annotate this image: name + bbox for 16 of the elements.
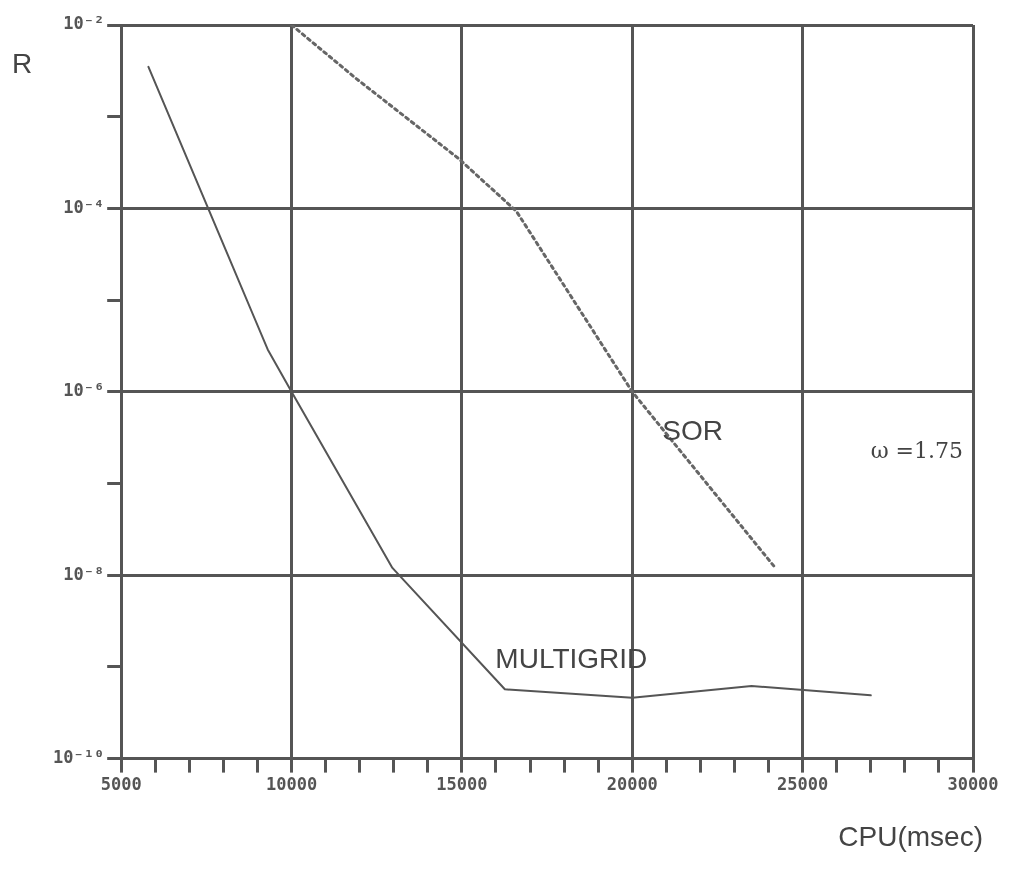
x-tick-label: 20000: [606, 774, 658, 795]
y-tick-label: 10⁻⁶: [63, 380, 105, 401]
annotation: ω =1.75: [870, 437, 963, 463]
series-label: SOR: [662, 414, 723, 446]
x-axis-title: CPU(msec): [838, 821, 983, 853]
x-tick-label: 5000: [100, 774, 142, 795]
y-tick-label: 10⁻⁸: [63, 563, 105, 584]
y-tick-label: 10⁻²: [63, 13, 105, 34]
x-tick-label: 25000: [777, 774, 829, 795]
y-tick-label: 10⁻¹⁰: [52, 747, 105, 768]
line-series: [290, 25, 777, 570]
x-tick-label: 30000: [947, 774, 999, 795]
x-tick-label: 15000: [436, 774, 488, 795]
x-tick-label: 10000: [265, 774, 318, 795]
y-tick-label: 10⁻⁴: [63, 196, 105, 217]
y-axis-title: R: [12, 47, 33, 79]
